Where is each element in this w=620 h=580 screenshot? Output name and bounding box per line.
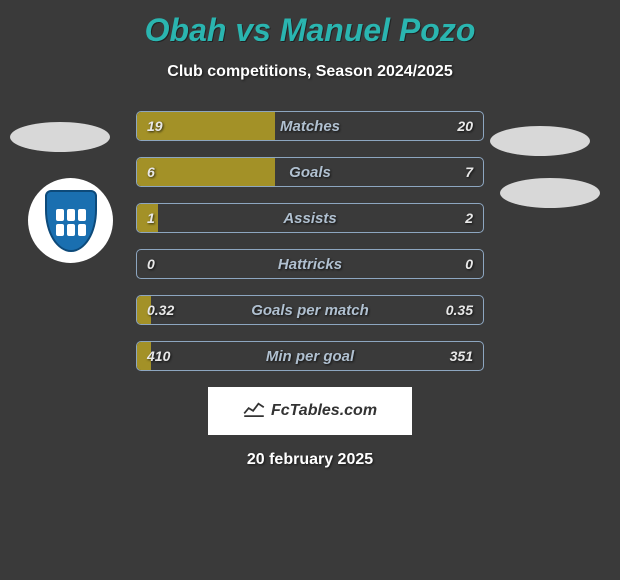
stat-label: Hattricks [137, 250, 483, 278]
stat-label: Matches [137, 112, 483, 140]
stat-label: Min per goal [137, 342, 483, 370]
player2-club-placeholder-icon [500, 178, 600, 208]
stats-container: 1920Matches 67Goals 12Assists 00Hattricks 0.… [136, 111, 484, 371]
player1-placeholder-icon [10, 122, 110, 152]
stat-row: 1920Matches [136, 111, 484, 141]
stat-row: 0.320.35Goals per match [136, 295, 484, 325]
stat-row: 12Assists [136, 203, 484, 233]
club-shield-icon [45, 190, 97, 252]
stat-row: 67Goals [136, 157, 484, 187]
chart-icon [243, 401, 265, 422]
page-title: Obah vs Manuel Pozo [0, 0, 620, 49]
player1-club-badge [28, 178, 113, 263]
stat-label: Goals per match [137, 296, 483, 324]
footer-date: 20 february 2025 [0, 451, 620, 469]
stat-row: 00Hattricks [136, 249, 484, 279]
footer-brand-link[interactable]: FcTables.com [208, 387, 412, 435]
stat-label: Goals [137, 158, 483, 186]
stat-row: 410351Min per goal [136, 341, 484, 371]
stat-label: Assists [137, 204, 483, 232]
footer-brand-text: FcTables.com [271, 402, 377, 420]
page-subtitle: Club competitions, Season 2024/2025 [0, 63, 620, 81]
player2-placeholder-icon [490, 126, 590, 156]
